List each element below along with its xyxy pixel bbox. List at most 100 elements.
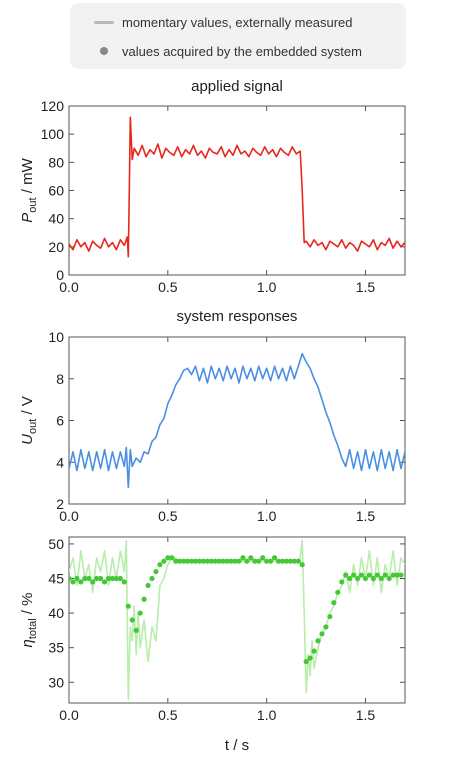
chart1-ylabel-unit: / mW	[19, 157, 36, 197]
chart3-series2-point	[394, 572, 400, 578]
chart2-xtick-label: 0.5	[158, 508, 178, 524]
chart3-series2-point	[121, 579, 127, 585]
chart2-ytick-label: 2	[56, 496, 64, 512]
chart3-series2-point	[378, 575, 384, 582]
chart3-series2-point	[188, 558, 195, 564]
chart2-frame	[68, 336, 406, 505]
chart3-series2-point	[303, 658, 309, 665]
chart1-ylabel-main: P	[19, 213, 36, 223]
legend-entry-line: momentary values, externally measured	[94, 12, 353, 32]
chart3-series2-point	[236, 558, 242, 564]
chart3-series2-point	[224, 558, 230, 564]
chart3-ylabel-unit: / %	[19, 593, 36, 619]
chart3-series2-point	[354, 575, 361, 582]
chart1-xtick-label: 1.0	[257, 279, 277, 295]
chart3-series2-point	[283, 558, 290, 564]
chart1-ylabel-sub: out	[27, 197, 39, 212]
chart2-ylabel-main: U	[19, 434, 36, 445]
chart3-series2-point	[362, 575, 369, 582]
chart3-series2-point	[161, 558, 167, 564]
legend-line-swatch	[94, 20, 114, 24]
chart3-series2-point	[260, 555, 266, 561]
chart2-ytick-label: 8	[56, 371, 64, 387]
chart3-series2-point	[173, 558, 179, 564]
chart3-ylabel: ηtotal / %	[19, 593, 39, 648]
chart2-title: system responses	[177, 308, 298, 325]
chart3-series2-point	[323, 624, 329, 630]
chart3-series2-point	[129, 617, 135, 623]
chart3-series2-point	[78, 579, 84, 585]
legend-dot-swatch	[100, 47, 108, 55]
chart1-ytick-label: 0	[56, 267, 64, 283]
chart3-series2-point	[133, 627, 139, 633]
chart3-series2-point	[216, 558, 222, 564]
chart3-ytick-label: 50	[48, 536, 64, 552]
chart3-series2-point	[244, 558, 250, 564]
chart1-ytick-label: 20	[48, 239, 64, 255]
chart3-series2-point	[370, 575, 376, 582]
chart3-series2-point	[125, 603, 131, 609]
chart3-series2-point	[311, 648, 317, 654]
chart3-xtick-label: 1.5	[356, 707, 376, 723]
chart1-frame	[68, 105, 406, 276]
chart2-ylabel-unit: / V	[19, 396, 36, 419]
chart3-series2-point	[268, 558, 274, 564]
chart3-series2-point	[366, 572, 373, 578]
chart3-series2-point	[347, 575, 353, 582]
chart3-series2-point	[382, 572, 388, 578]
chart3-series1-line	[69, 539, 405, 701]
chart1-title: applied signal	[191, 78, 283, 95]
chart3-series2-point	[271, 555, 278, 561]
chart3-series2-point	[70, 579, 76, 585]
chart3-series2-point	[204, 558, 210, 564]
chart2-series1-line	[69, 352, 405, 489]
chart3-series2-point	[212, 558, 218, 564]
legend-entry-dot: values acquired by the embedded system	[94, 41, 362, 61]
chart3-series2-point	[287, 558, 293, 564]
chart3-series2-point	[343, 572, 349, 578]
chart3-series2-point	[181, 558, 187, 564]
chart3-xlabel: t / s	[225, 737, 249, 754]
chart3-series2-point	[192, 558, 199, 564]
chart1-ytick-label: 80	[48, 154, 64, 170]
chart3-series2-point	[295, 558, 301, 564]
chart2-ytick-label: 6	[56, 413, 64, 429]
chart3-series2-point	[109, 575, 116, 582]
chart3-series2-point	[82, 575, 88, 582]
chart3-ylabel-main: η	[19, 639, 36, 647]
chart3-series2-point	[228, 558, 234, 564]
chart3-ytick-label: 35	[48, 640, 64, 656]
chart3-series2-point	[279, 558, 286, 564]
chart2-ytick-label: 10	[48, 329, 64, 345]
chart1-ytick-label: 60	[48, 183, 64, 199]
chart1-xtick-label: 0.0	[59, 279, 79, 295]
chart1-ytick-label: 40	[48, 211, 64, 227]
chart3-series2-point	[196, 558, 203, 564]
chart3-ytick-label: 45	[48, 571, 64, 587]
chart3-series2-point	[101, 579, 108, 585]
chart1-panel: applied signal 0.0 0.5 1.0 1.5 0 20 40 60 80 100 12…	[19, 78, 406, 295]
chart3-panel: 0.0 0.5 1.0 1.5 30 35 40 45 50 ηtotal / % t / s	[19, 536, 406, 754]
chart2-xtick-label: 1.0	[257, 508, 277, 524]
chart3-series2-point	[327, 613, 333, 620]
chart3-series2-point	[390, 572, 396, 578]
chart3-xtick-label: 0.0	[59, 707, 79, 723]
chart3-series2-point	[335, 589, 341, 595]
chart3-series2-point	[358, 572, 365, 578]
legend-line-label: momentary values, externally measured	[122, 14, 353, 30]
chart2-xtick-label: 1.5	[356, 508, 376, 524]
legend: momentary values, externally measured va…	[70, 3, 406, 69]
chart3-series2-point	[291, 558, 297, 564]
chart3-series2-point	[232, 558, 238, 564]
chart1-series1-line	[69, 116, 405, 258]
chart3-series2-point	[145, 582, 151, 589]
chart3-series2-point	[307, 655, 313, 661]
chart3-series2-point	[252, 558, 258, 564]
chart3-series2-point	[200, 558, 206, 564]
chart3-ytick-label: 40	[48, 605, 64, 621]
chart2-ylabel-sub: out	[27, 419, 39, 434]
chart3-series2-point	[220, 558, 226, 564]
chart3-series2-point	[184, 558, 191, 564]
chart2-ytick-label: 4	[56, 454, 64, 470]
